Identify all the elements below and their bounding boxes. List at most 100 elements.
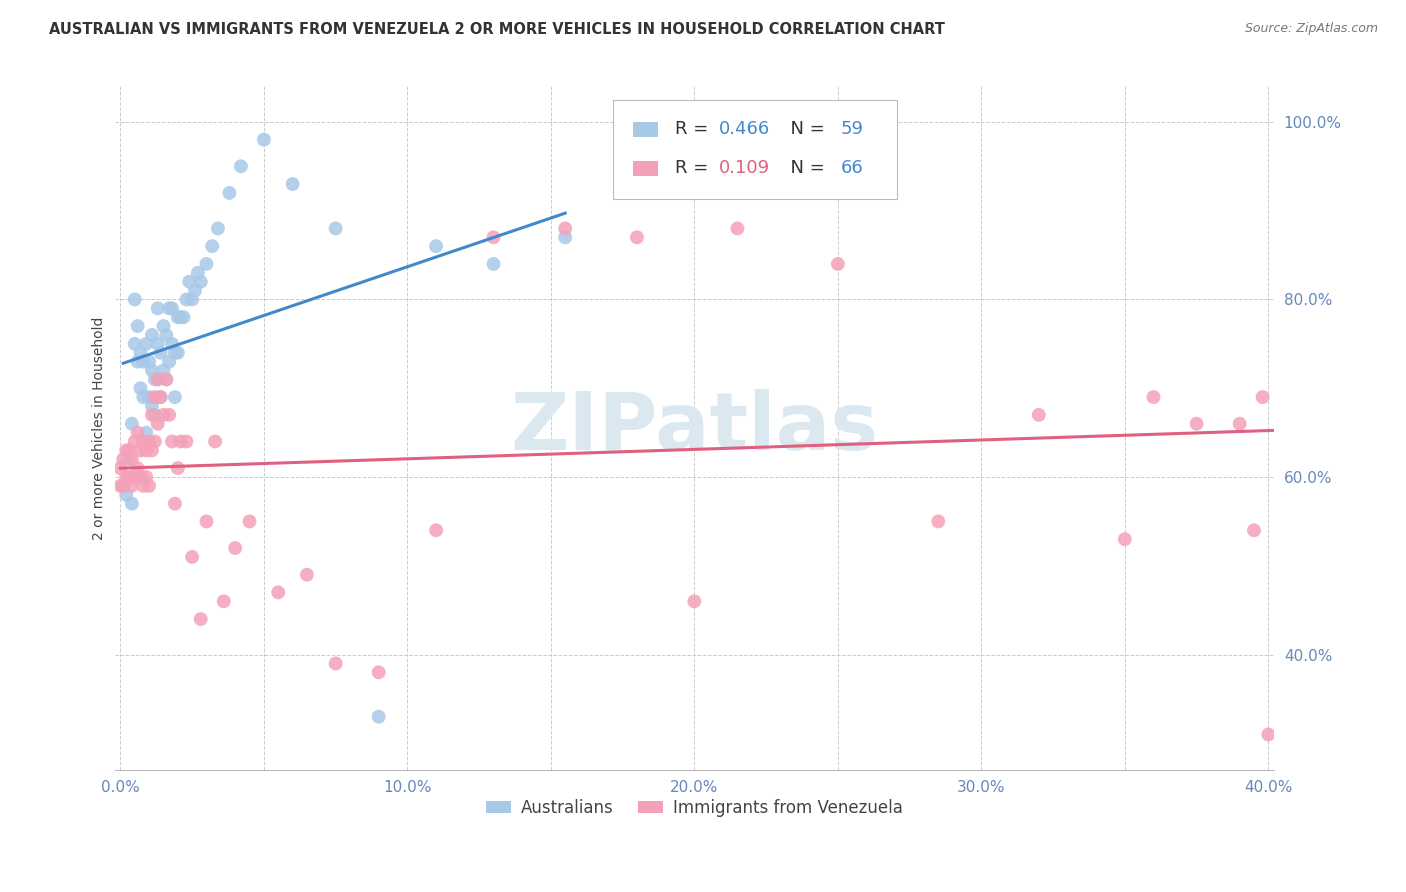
Point: [115, 470, 138, 484]
Text: N =: N =: [779, 160, 831, 178]
Point: [124, 470, 146, 484]
Point: [160, 336, 183, 351]
Point: [135, 425, 157, 440]
Text: 0.466: 0.466: [718, 120, 770, 138]
Point: [229, 159, 252, 173]
Point: [155, 372, 177, 386]
Point: [118, 452, 141, 467]
Point: [146, 372, 169, 386]
Point: [149, 345, 172, 359]
Point: [683, 594, 706, 608]
Point: [138, 479, 160, 493]
Point: [238, 515, 260, 529]
Point: [127, 461, 149, 475]
Point: [163, 345, 186, 359]
Point: [166, 461, 188, 475]
Point: [1229, 417, 1251, 431]
FancyBboxPatch shape: [613, 100, 897, 199]
Point: [482, 230, 505, 244]
Point: [135, 443, 157, 458]
Point: [160, 301, 183, 316]
Point: [367, 665, 389, 680]
Point: [143, 408, 166, 422]
Text: N =: N =: [779, 120, 831, 138]
Point: [146, 336, 169, 351]
Point: [135, 470, 157, 484]
Point: [121, 497, 143, 511]
Point: [166, 345, 188, 359]
Text: 66: 66: [841, 160, 863, 178]
Point: [157, 354, 180, 368]
Point: [181, 293, 204, 307]
Point: [138, 434, 160, 449]
Point: [132, 434, 155, 449]
Point: [927, 515, 949, 529]
Point: [143, 390, 166, 404]
Point: [176, 434, 198, 449]
Point: [218, 186, 240, 200]
Point: [1142, 390, 1164, 404]
Point: [127, 354, 149, 368]
Text: AUSTRALIAN VS IMMIGRANTS FROM VENEZUELA 2 OR MORE VEHICLES IN HOUSEHOLD CORRELAT: AUSTRALIAN VS IMMIGRANTS FROM VENEZUELA …: [49, 22, 945, 37]
Point: [1285, 239, 1308, 253]
Point: [1114, 532, 1136, 546]
Point: [163, 497, 186, 511]
Point: [1243, 523, 1265, 537]
Point: [207, 221, 229, 235]
Point: [143, 372, 166, 386]
Point: [141, 399, 163, 413]
Point: [115, 488, 138, 502]
Point: [127, 425, 149, 440]
Point: [118, 470, 141, 484]
Text: Source: ZipAtlas.com: Source: ZipAtlas.com: [1244, 22, 1378, 36]
FancyBboxPatch shape: [633, 122, 658, 137]
Point: [201, 239, 224, 253]
Point: [169, 310, 191, 325]
Point: [166, 310, 188, 325]
Point: [160, 434, 183, 449]
Point: [204, 434, 226, 449]
Point: [143, 434, 166, 449]
Point: [1271, 408, 1294, 422]
Point: [121, 452, 143, 467]
Point: [132, 354, 155, 368]
Point: [1028, 408, 1050, 422]
Point: [149, 390, 172, 404]
Point: [1257, 727, 1279, 741]
Point: [146, 372, 169, 386]
Point: [325, 657, 347, 671]
Point: [184, 284, 207, 298]
Point: [195, 515, 218, 529]
Point: [135, 336, 157, 351]
Point: [132, 479, 155, 493]
Point: [138, 354, 160, 368]
Point: [129, 381, 152, 395]
Point: [155, 328, 177, 343]
Point: [124, 434, 146, 449]
Point: [425, 239, 447, 253]
Point: [176, 293, 198, 307]
Point: [146, 301, 169, 316]
Point: [224, 541, 246, 555]
Point: [152, 319, 174, 334]
Point: [1185, 417, 1208, 431]
Point: [725, 221, 748, 235]
Point: [281, 177, 304, 191]
Legend: Australians, Immigrants from Venezuela: Australians, Immigrants from Venezuela: [479, 792, 910, 823]
Text: 59: 59: [841, 120, 863, 138]
Point: [181, 549, 204, 564]
Point: [141, 328, 163, 343]
Point: [149, 390, 172, 404]
Point: [554, 230, 576, 244]
Point: [121, 479, 143, 493]
Point: [190, 612, 212, 626]
Point: [195, 257, 218, 271]
Text: ZIPatlas: ZIPatlas: [510, 389, 879, 467]
Point: [169, 434, 191, 449]
Point: [179, 275, 201, 289]
Text: R =: R =: [675, 160, 714, 178]
Point: [482, 257, 505, 271]
Point: [138, 390, 160, 404]
Point: [127, 319, 149, 334]
Point: [152, 408, 174, 422]
